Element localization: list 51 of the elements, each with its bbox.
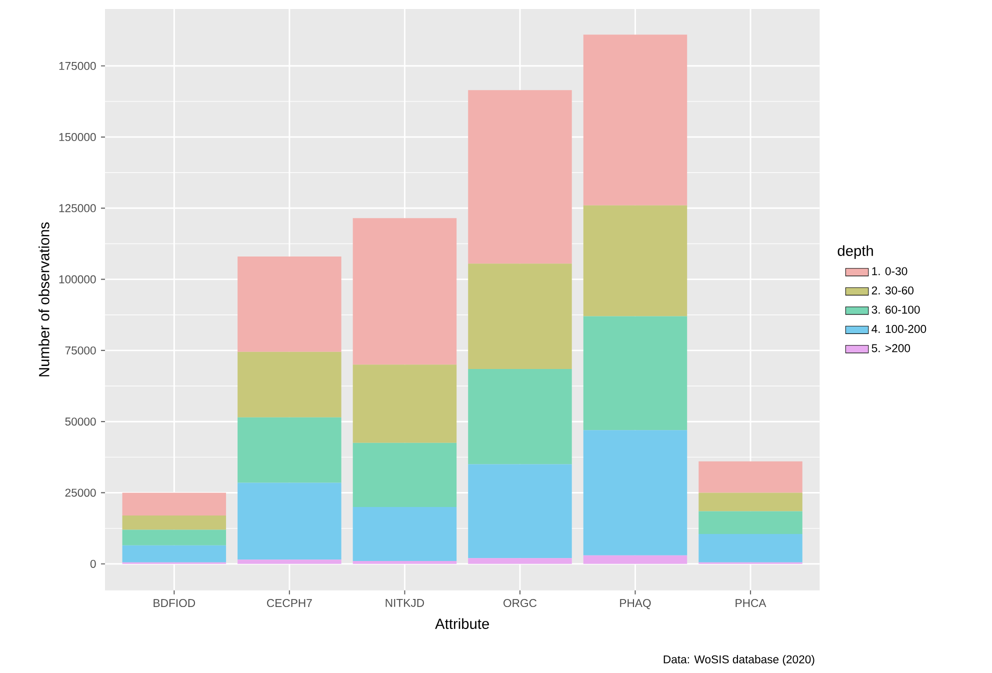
legend-label: 4. 100-200 (872, 324, 926, 333)
bar (583, 34, 688, 206)
bar (352, 364, 457, 443)
bar (352, 442, 457, 507)
bar (352, 506, 457, 562)
bar (352, 218, 457, 365)
x-axis-title: Attribute (435, 618, 489, 630)
y-tick-label: 75000 (65, 346, 96, 354)
bar (352, 561, 457, 564)
legend-title: depth (838, 245, 873, 259)
bar (698, 511, 802, 534)
y-axis-title: Number of observations (38, 222, 50, 376)
bar (238, 560, 342, 564)
bar (122, 545, 226, 562)
x-tick-label: CECPH7 (267, 599, 312, 608)
y-tick-label: 25000 (65, 488, 96, 497)
legend-label: 2. 30-60 (872, 286, 914, 294)
bar (238, 482, 342, 560)
bar (698, 461, 802, 493)
legend-label: 5. >200 (872, 344, 910, 352)
bar (122, 515, 226, 530)
bar (583, 430, 688, 556)
y-tick-label: 0 (90, 560, 96, 568)
y-tick-label: 50000 (65, 418, 96, 426)
x-tick-label: BDFIOD (154, 599, 196, 608)
bar (583, 555, 688, 564)
y-tick-label: 175000 (59, 62, 96, 70)
bar (238, 256, 342, 352)
bar (122, 492, 226, 516)
legend-label: 3. 60-100 (872, 306, 920, 314)
bar (468, 464, 572, 558)
bar (122, 530, 226, 546)
bar (238, 352, 342, 418)
text: Data: WoSIS database (2020) (664, 655, 814, 666)
x-tick-label: NITKJD (386, 599, 424, 607)
bar (468, 264, 572, 369)
y-tick-label: 150000 (59, 133, 96, 142)
legend-label: 1. 0-30 (872, 267, 908, 276)
y-tick-label: 125000 (59, 204, 96, 212)
bar (583, 205, 688, 316)
bar (468, 368, 572, 464)
bar (583, 316, 688, 430)
bar (698, 492, 802, 512)
x-tick-label: ORGC (504, 599, 537, 608)
x-tick-label: PHAQ (620, 599, 651, 610)
y-tick-label: 100000 (59, 275, 96, 284)
bar (468, 558, 572, 564)
bar (468, 90, 572, 264)
bar (238, 417, 342, 483)
bar (698, 534, 802, 562)
x-tick-label: PHCA (736, 599, 766, 608)
